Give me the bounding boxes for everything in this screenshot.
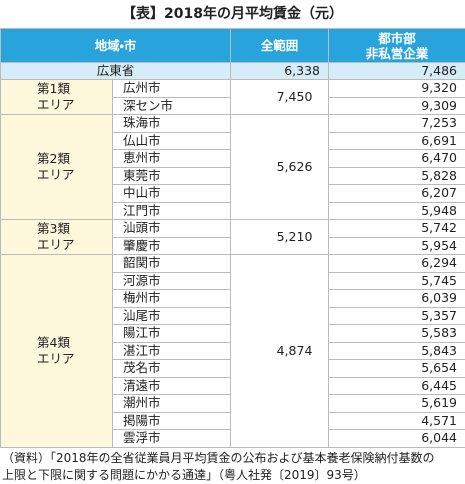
city-urban: 5,828 [329,167,465,185]
city-name: 珠海市 [113,115,231,133]
cell: 広東省 [1,63,231,80]
wage-table: 地域・市 全範囲 都市部非私営企業 広東省 6,338 7,486 第1類エリア… [0,28,465,448]
header-row: 地域・市 全範囲 都市部非私営企業 [1,29,465,63]
header-cell: 都市部非私営企業 [329,29,465,63]
group-label: 第4類エリア [1,255,113,448]
city-name: 茂名市 [113,360,231,378]
city-name: 東莞市 [113,167,231,185]
city-urban: 5,654 [329,360,465,378]
city-name: 清遠市 [113,377,231,395]
table-title: 【表】2018年の月平均賃金（元） [0,0,465,28]
city-urban: 6,294 [329,255,465,273]
group-label: 第3類エリア [1,220,113,255]
city-name: 陽江市 [113,325,231,343]
header-cell: 地域・市 [1,29,231,63]
city-name: 掲陽市 [113,412,231,430]
group-label: 第2類エリア [1,115,113,220]
city-name: 仏山市 [113,132,231,150]
header-text: 都市部 [329,31,465,46]
city-name: 汕頭市 [113,220,231,238]
city-urban: 5,583 [329,325,465,343]
city-name: 河源市 [113,272,231,290]
city-urban: 5,948 [329,202,465,220]
group-all: 7,450 [231,80,329,115]
city-name: 肇慶市 [113,237,231,255]
cell: 6,338 [231,63,329,80]
page: 【表】2018年の月平均賃金（元） 地域・市 全範囲 都市部非私営企業 広東省 … [0,0,465,466]
city-urban: 5,745 [329,272,465,290]
header-text: 全範囲 [261,38,299,53]
group-label-line: 第4類 [37,335,112,351]
header-text: 非私営企業 [329,46,465,61]
group-label: 第1類エリア [1,80,113,115]
city-name: 湛江市 [113,342,231,360]
city-urban: 6,207 [329,185,465,203]
city-name: 広州市 [113,80,231,98]
group-label-line: エリア [37,351,112,367]
city-name: 雲浮市 [113,430,231,448]
city-name: 中山市 [113,185,231,203]
group-label-line: エリア [37,237,112,253]
city-urban: 5,619 [329,395,465,413]
city-urban: 6,044 [329,430,465,448]
city-name: 梅州市 [113,290,231,308]
province-row: 広東省 6,338 7,486 [1,63,465,80]
header-cell: 全範囲 [231,29,329,63]
city-name: 韶関市 [113,255,231,273]
city-urban: 6,691 [329,132,465,150]
group-all: 5,210 [231,220,329,255]
group-label-line: 第2類 [37,151,112,167]
city-urban: 9,320 [329,80,465,98]
header-text: 地域・市 [95,38,137,53]
group-label-line: 第1類 [37,81,112,97]
city-name: 潮州市 [113,395,231,413]
city-urban: 6,445 [329,377,465,395]
footnote-line: 上限と下限に関する問題にかかる通達」（粤人社発〔2019〕93号） [2,467,465,484]
city-name: 江門市 [113,202,231,220]
footnote-line: （資料）「2018年の全省従業員月平均賃金の公布および基本養老保険納付基数の [2,450,465,467]
city-urban: 5,742 [329,220,465,238]
city-urban: 6,470 [329,150,465,168]
group-all: 5,626 [231,115,329,220]
cell: 7,486 [329,63,465,80]
group-label-line: エリア [37,97,112,113]
group-all: 4,874 [231,255,329,448]
city-urban: 5,843 [329,342,465,360]
city-name: 汕尾市 [113,307,231,325]
city-urban: 5,954 [329,237,465,255]
city-urban: 6,039 [329,290,465,308]
group-label-line: エリア [37,167,112,183]
city-urban: 4,571 [329,412,465,430]
city-urban: 7,253 [329,115,465,133]
city-name: 深セン市 [113,97,231,115]
city-urban: 5,357 [329,307,465,325]
city-name: 恵州市 [113,150,231,168]
group-label-line: 第3類 [37,221,112,237]
city-urban: 9,309 [329,97,465,115]
